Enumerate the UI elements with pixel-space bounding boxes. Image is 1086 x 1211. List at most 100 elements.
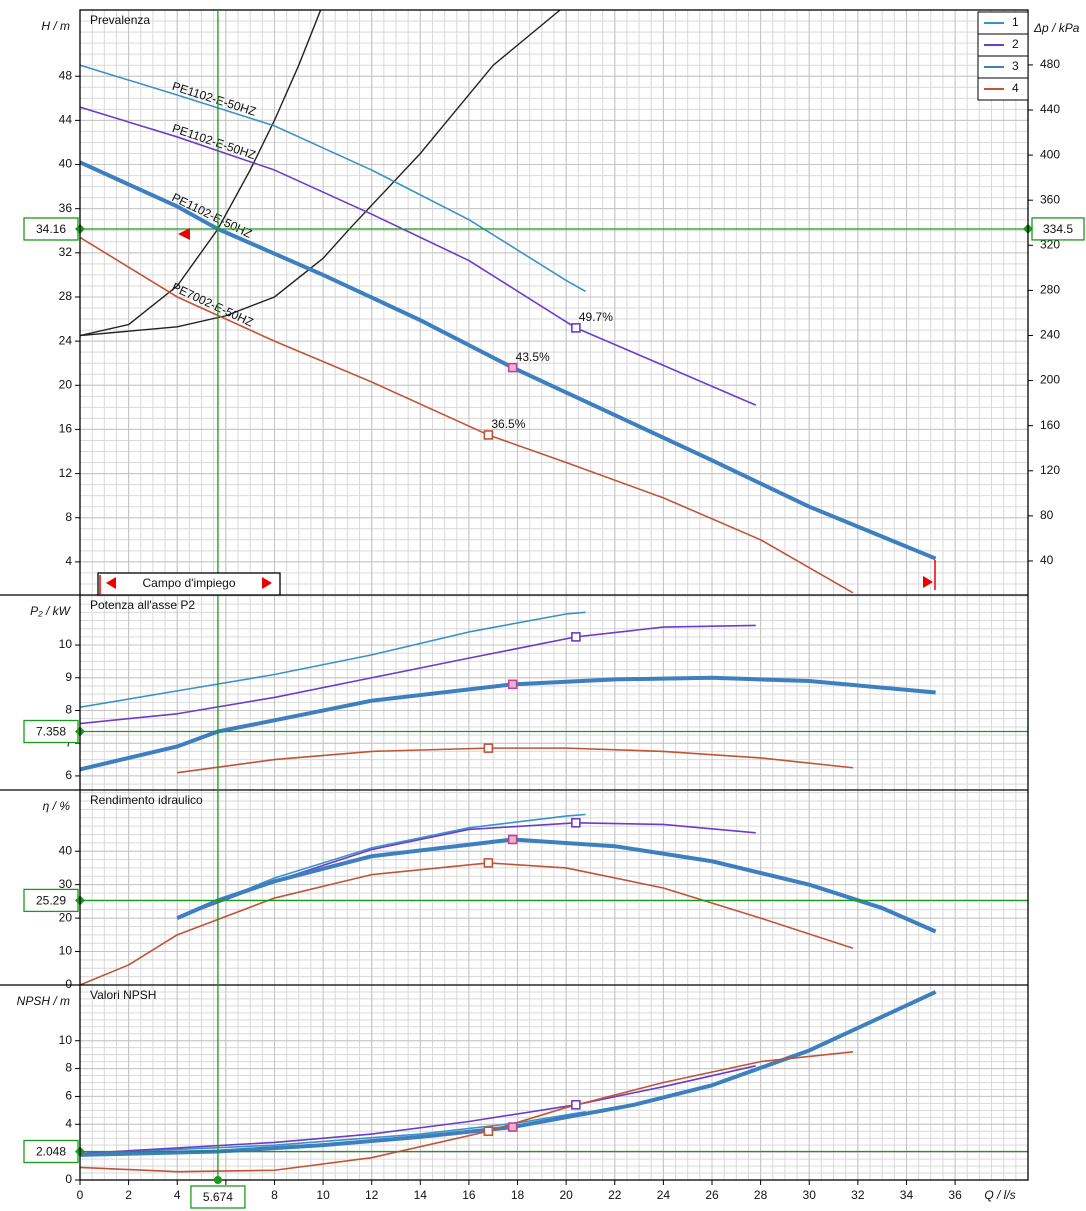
x-tick-label: 20 [559,1188,573,1202]
y-tick-label: 4 [65,1116,72,1130]
legend-label: 3 [1012,59,1019,73]
duty-marker [507,834,518,845]
y-tick-label: 24 [59,333,73,347]
x-tick-label: 28 [754,1188,768,1202]
legend-label: 1 [1012,15,1019,29]
operating-value: 25.29 [36,894,66,908]
duty-marker [483,430,494,440]
pump-curve [80,1065,756,1155]
panel-title: Potenza all'asse P2 [90,598,195,612]
panel-title: Valori NPSH [90,988,156,1002]
pump-curve [80,624,756,725]
x-tick-label: 0 [77,1188,84,1202]
pump-curve [80,862,854,985]
y-tick-label: 10 [59,944,73,958]
y-tick-label: 12 [59,466,73,480]
y-axis-label: H / m [41,19,70,33]
y-tick-label: 20 [59,377,73,391]
y-tick-label: 8 [65,510,72,524]
x-tick-label: 16 [462,1188,476,1202]
y-tick-label: 8 [65,1061,72,1075]
duty-marker [483,1126,494,1137]
duty-marker [483,858,494,868]
y2-tick-label: 400 [1040,147,1060,161]
range-label: Campo d'impiego [142,576,235,590]
y-tick-label: 16 [59,422,73,436]
x-tick-label: 34 [900,1188,914,1202]
x-axis-label: Q / l/s [984,1188,1015,1202]
y-tick-label: 30 [59,877,73,891]
duty-marker [571,632,581,642]
y-tick-label: 10 [59,637,73,651]
pump-curve [80,675,936,772]
x-tick-label: 8 [271,1188,278,1202]
panel-title: Prevalenza [90,13,150,27]
y-tick-label: 48 [59,68,73,82]
x-tick-label: 26 [705,1188,719,1202]
range-box [97,572,281,596]
y-tick-label: 44 [59,113,73,127]
x-tick-label: 4 [174,1188,181,1202]
operating-value: 34.16 [36,222,66,236]
overlay: 4812162024283236404448408012016020024028… [0,9,1085,1209]
duty-marker [507,1122,518,1132]
y2-tick-label: 80 [1040,508,1054,522]
x-tick-label: 24 [657,1188,671,1202]
y-tick-label: 36 [59,201,73,215]
duty-marker [571,817,581,828]
y2-tick-label: 440 [1040,102,1060,116]
y2-tick-label: 160 [1040,418,1060,432]
y-tick-label: 10 [59,1033,73,1047]
panel-title: Rendimento idraulico [90,793,203,807]
operating-dot [213,1176,222,1184]
pump-curve [177,747,854,774]
range-arrow [178,228,190,240]
operating-value-y2: 334.5 [1043,222,1073,236]
x-tick-label: 22 [608,1188,622,1202]
y-tick-label: 20 [59,910,73,924]
y-tick-label: 32 [59,245,73,259]
x-tick-label: 2 [125,1188,132,1202]
y2-axis-label: Δp / kPa [1033,21,1080,35]
y-axis-label: η / % [43,799,71,813]
y2-tick-label: 40 [1040,553,1054,567]
legend-label: 2 [1012,37,1019,51]
pump-curve [80,611,586,709]
pump-curve [176,821,756,919]
operating-value: 2.048 [36,1145,66,1159]
duty-label: 49.7% [579,310,613,324]
curve-label: PE7002-E-50HZ [170,280,256,330]
pump-curve [80,1110,586,1155]
y-tick-label: 0 [65,977,72,991]
pump-curve [80,106,757,406]
range-arrow [262,577,272,589]
legend-label: 4 [1012,81,1019,95]
x-tick-label: 18 [511,1188,525,1202]
y2-tick-label: 360 [1040,192,1060,206]
pump-curve [176,837,937,934]
y2-tick-label: 280 [1040,283,1060,297]
x-tick-label: 32 [851,1188,865,1202]
duty-marker [507,679,518,690]
operating-box [190,1185,246,1209]
y-tick-label: 0 [65,1172,72,1186]
operating-x-value: 5.674 [203,1190,233,1204]
x-tick-label: 10 [316,1188,330,1202]
y-tick-label: 40 [59,157,73,171]
duty-marker [483,743,494,753]
x-tick-label: 12 [365,1188,379,1202]
y2-tick-label: 200 [1040,373,1060,387]
duty-label: 36.5% [491,417,525,431]
duty-marker [571,1099,581,1110]
y-tick-label: 28 [59,289,73,303]
y2-tick-label: 120 [1040,463,1060,477]
y-tick-label: 6 [65,1089,72,1103]
system-curve [80,10,322,337]
pump-curve [176,813,586,919]
y-axis-label: NPSH / m [17,994,70,1008]
plot-frame [79,9,1029,1181]
x-tick-label: 36 [948,1188,962,1202]
y-tick-label: 8 [65,703,72,717]
duty-marker [571,323,581,333]
